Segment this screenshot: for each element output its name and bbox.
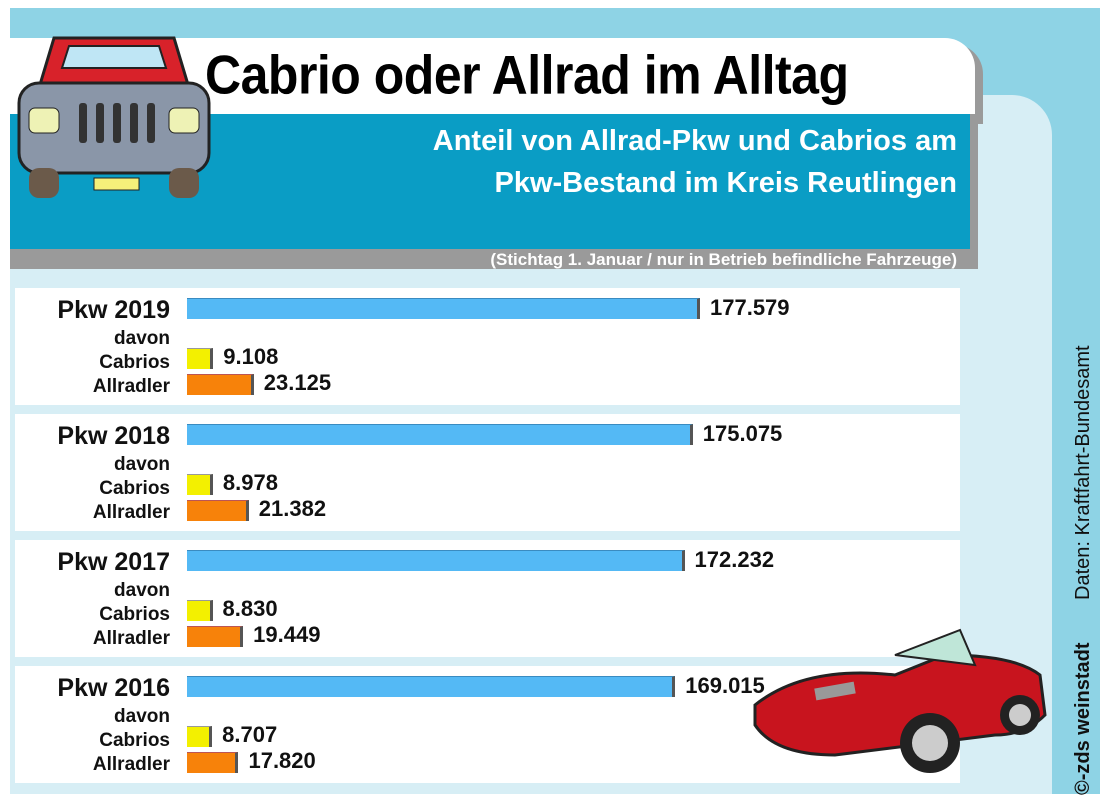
- cabrio-label: Cabrios: [99, 478, 170, 499]
- group-label: Pkw 2019: [57, 296, 170, 324]
- cabrio-label: Cabrios: [99, 730, 170, 751]
- value-pkw: 169.015: [685, 673, 765, 698]
- source-label: Daten: Kraftfahrt-Bundesamt: [1072, 345, 1094, 600]
- chart-group-0: Pkw 2019 davon Cabrios Allradler 177.579…: [15, 288, 960, 405]
- cabrio-label: Cabrios: [99, 604, 170, 625]
- bar-allrad: [187, 626, 244, 647]
- value-allrad: 23.125: [263, 370, 332, 395]
- subtitle-line2: Pkw-Bestand im Kreis Reutlingen: [494, 167, 958, 199]
- value-pkw: 177.579: [710, 295, 790, 320]
- bar-pkw: [187, 550, 685, 571]
- cabrio-label: Cabrios: [99, 352, 170, 373]
- davon-label: davon: [114, 454, 170, 475]
- value-pkw: 172.232: [694, 547, 775, 572]
- bar-cabrio: [187, 726, 213, 747]
- suv-car-icon: [17, 36, 211, 198]
- page-title: Cabrio oder Allrad im Alltag: [205, 44, 849, 106]
- bar-cabrio: [187, 348, 214, 369]
- value-allrad: 17.820: [248, 748, 316, 773]
- bar-cabrio: [187, 600, 213, 621]
- allrad-label: Allradler: [92, 628, 170, 649]
- davon-label: davon: [114, 580, 170, 601]
- convertible-car-icon: [753, 628, 1047, 773]
- value-cabrio: 8.830: [222, 596, 278, 621]
- note: (Stichtag 1. Januar / nur in Betrieb bef…: [490, 250, 957, 269]
- davon-label: davon: [114, 328, 170, 349]
- group-label: Pkw 2016: [57, 674, 170, 702]
- credit-label: ©-zds weinstadt: [1072, 642, 1094, 795]
- value-cabrio: 9.108: [223, 344, 279, 369]
- davon-label: davon: [114, 706, 170, 727]
- value-cabrio: 8.978: [222, 470, 278, 495]
- allrad-label: Allradler: [92, 376, 170, 397]
- note-band: [10, 249, 978, 269]
- bar-pkw: [187, 676, 676, 697]
- value-allrad: 21.382: [258, 496, 327, 521]
- bar-allrad: [187, 374, 254, 395]
- bar-cabrio: [187, 474, 213, 495]
- value-allrad: 19.449: [253, 622, 321, 647]
- subtitle-line1: Anteil von Allrad-Pkw und Cabrios am: [432, 125, 957, 157]
- bar-allrad: [187, 752, 239, 773]
- allrad-label: Allradler: [92, 754, 170, 775]
- allrad-label: Allradler: [92, 502, 170, 523]
- value-pkw: 175.075: [702, 421, 783, 446]
- group-label: Pkw 2018: [57, 422, 170, 450]
- bar-allrad: [187, 500, 249, 521]
- group-label: Pkw 2017: [57, 548, 170, 576]
- bar-pkw: [187, 298, 700, 319]
- chart-group-2: Pkw 2017 davon Cabrios Allradler 172.232…: [15, 540, 960, 657]
- bar-pkw: [187, 424, 693, 445]
- chart-group-1: Pkw 2018 davon Cabrios Allradler 175.075…: [15, 414, 960, 531]
- value-cabrio: 8.707: [222, 722, 278, 747]
